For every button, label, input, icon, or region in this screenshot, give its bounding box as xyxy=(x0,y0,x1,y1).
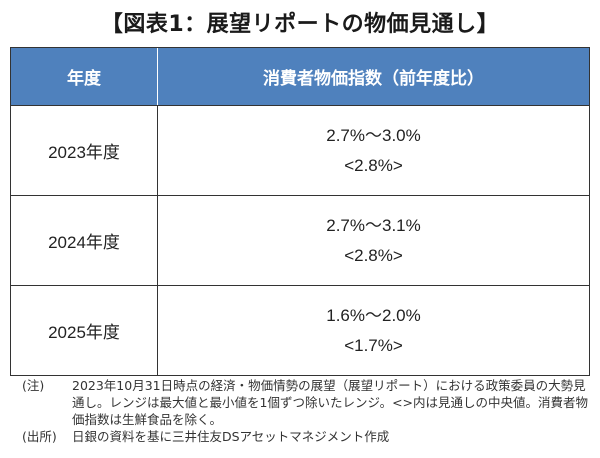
source-label: (出所) xyxy=(22,429,57,444)
row-cpi: 2.7%～3.1% <2.8%> xyxy=(158,196,589,285)
row-cpi: 1.6%～2.0% <1.7%> xyxy=(158,286,589,375)
cpi-median: <2.8%> xyxy=(344,155,403,175)
row-year: 2025年度 xyxy=(11,286,158,375)
header-year: 年度 xyxy=(11,48,158,105)
cpi-median: <1.7%> xyxy=(344,335,403,355)
row-year: 2023年度 xyxy=(11,106,158,195)
figure-title: 【図表1：展望リポートの物価見通し】 xyxy=(100,12,500,37)
cpi-median: <2.8%> xyxy=(344,245,403,265)
cpi-range: 2.7%～3.1% xyxy=(326,215,421,235)
note-text: 2023年10月31日時点の経済・物価情勢の展望（展望リポート）における政策委員… xyxy=(72,378,589,427)
row-cpi: 2.7%～3.0% <2.8%> xyxy=(158,106,589,195)
header-cpi: 消費者物価指数（前年度比） xyxy=(263,69,484,89)
cpi-range: 2.7%～3.0% xyxy=(326,125,421,145)
forecast-table: 年度 消費者物価指数（前年度比） 2023年度 2.7%～3.0% <2.8%>… xyxy=(10,47,590,376)
source-text: 日銀の資料を基に三井住友DSアセットマネジメント作成 xyxy=(72,429,390,444)
table-row: 2024年度 2.7%～3.1% <2.8%> xyxy=(11,196,589,286)
footnotes: (注) 2023年10月31日時点の経済・物価情勢の展望（展望リポート）における… xyxy=(22,377,592,445)
table-row: 2025年度 1.6%～2.0% <1.7%> xyxy=(11,286,589,375)
cpi-range: 1.6%～2.0% xyxy=(326,305,421,325)
row-year: 2024年度 xyxy=(11,196,158,285)
note: (注) 2023年10月31日時点の経済・物価情勢の展望（展望リポート）における… xyxy=(22,377,592,428)
table-row: 2023年度 2.7%～3.0% <2.8%> xyxy=(11,106,589,196)
note-label: (注) xyxy=(22,378,45,393)
source-note: (出所) 日銀の資料を基に三井住友DSアセットマネジメント作成 xyxy=(22,428,592,445)
table-header: 年度 消費者物価指数（前年度比） xyxy=(11,48,589,106)
